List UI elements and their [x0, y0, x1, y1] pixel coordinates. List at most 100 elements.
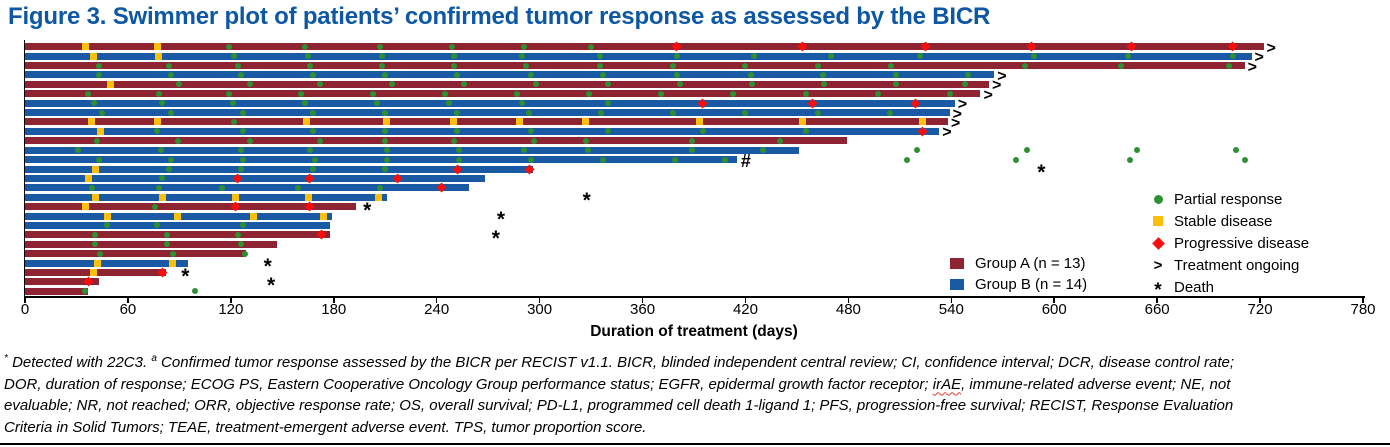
x-axis-tick [1053, 297, 1055, 303]
partial-response-marker [749, 81, 756, 88]
irae-misspell-underline: irAE [932, 375, 962, 393]
death-marker: * [267, 273, 276, 297]
x-axis-tick-label: 540 [938, 301, 964, 318]
footnote-sup-a: a [151, 353, 157, 364]
x-axis-tick-label: 120 [218, 301, 244, 318]
bottom-divider [0, 443, 1390, 445]
partial-response-marker [802, 90, 809, 97]
patient-bar [25, 156, 737, 164]
x-axis-tick [950, 297, 953, 303]
death-marker: * [263, 255, 272, 279]
partial-response-marker [672, 156, 679, 163]
partial-response-marker [526, 109, 533, 116]
x-axis-tick-label: 360 [630, 301, 656, 318]
patient-bar [25, 80, 990, 88]
patient-bar [25, 52, 1252, 60]
stable-disease-marker [918, 118, 926, 126]
partial-response-marker [317, 81, 324, 88]
stable-disease-marker [232, 193, 240, 201]
x-axis-tick [1156, 297, 1158, 303]
partial-response-marker [605, 81, 612, 88]
partial-response-marker [531, 137, 538, 144]
patient-bar [25, 137, 847, 145]
death-marker: * [491, 226, 500, 250]
x-axis-tick [24, 297, 26, 303]
patient-bar [25, 221, 331, 229]
partial-response-marker [383, 147, 390, 154]
treatment-ongoing-marker: > [942, 124, 952, 142]
partial-response-marker [600, 156, 607, 163]
partial-response-marker [821, 81, 828, 88]
stable-disease-marker [695, 118, 703, 126]
partial-response-marker [450, 62, 457, 69]
partial-response-marker [99, 109, 106, 116]
partial-response-marker [310, 109, 317, 116]
stable-disease-marker [174, 212, 182, 220]
death-marker: * [582, 189, 591, 213]
partial-response-marker [450, 137, 457, 144]
partial-response-marker [874, 90, 881, 97]
patient-bar [25, 165, 533, 173]
patient-bar [25, 259, 188, 267]
treatment-ongoing-marker: > [983, 86, 993, 104]
patient-bar [25, 43, 1264, 51]
stable-disease-marker [249, 212, 257, 220]
group-legend-item-a: Group A (n = 13) [948, 253, 1087, 274]
treatment-ongoing-marker: > [1247, 58, 1257, 76]
partial-response-marker [92, 231, 99, 238]
stable-disease-marker [582, 118, 590, 126]
patient-bar [25, 127, 940, 135]
x-axis-tick-label: 660 [1144, 301, 1170, 318]
marker-legend: Partial response Stable disease Progressiv… [1146, 188, 1309, 301]
patient-bar [25, 278, 99, 286]
patient-bar [25, 193, 387, 201]
stable-disease-marker [153, 43, 161, 51]
partial-response-marker [962, 81, 969, 88]
stable-disease-marker [84, 174, 92, 182]
partial-response-marker [1226, 62, 1233, 69]
death-marker: * [363, 198, 372, 222]
partial-response-marker [759, 147, 766, 154]
partial-response-marker [310, 71, 317, 78]
stable-disease-marker [158, 193, 166, 201]
partial-response-marker [917, 53, 924, 60]
x-axis-title: Duration of treatment (days) [590, 323, 798, 340]
partial-response-marker [819, 71, 826, 78]
partial-response-marker [814, 62, 821, 69]
death-marker: * [181, 264, 190, 288]
footnote-line-2: DOR, duration of response; ECOG PS, East… [4, 375, 1231, 393]
partial-response-marker [449, 43, 456, 50]
treatment-ongoing-marker: > [1266, 39, 1276, 57]
patient-bar [25, 250, 247, 258]
partial-response-marker [94, 137, 101, 144]
partial-response-marker [519, 100, 526, 107]
x-axis-tick-label: 240 [424, 301, 450, 318]
legend-label: Treatment ongoing [1174, 256, 1300, 274]
partial-response-marker [166, 166, 173, 173]
group-legend-item-b: Group B (n = 14) [948, 274, 1087, 295]
partial-response-marker [298, 90, 305, 97]
partial-response-marker [522, 62, 529, 69]
legend-item-death: * Death [1146, 276, 1309, 301]
partial-response-marker [828, 53, 835, 60]
stable-disease-marker [91, 193, 99, 201]
partial-response-marker [893, 81, 900, 88]
stable-disease-marker [96, 127, 104, 135]
stable-disease-marker [155, 52, 163, 60]
partial-response-marker [378, 62, 385, 69]
x-axis-tick [1259, 297, 1261, 303]
partial-response-marker [730, 90, 737, 97]
stable-disease-marker [103, 212, 111, 220]
x-axis-tick [641, 297, 644, 303]
patient-bar [25, 99, 955, 107]
partial-response-marker [1022, 62, 1029, 69]
stable-disease-marker [798, 118, 806, 126]
partial-response-marker [461, 81, 468, 88]
partial-response-marker [167, 156, 174, 163]
treatment-ongoing-marker: > [950, 114, 961, 132]
partial-response-marker [157, 147, 164, 154]
patient-bar [25, 118, 948, 126]
partial-response-marker [238, 241, 245, 248]
partial-response-marker [97, 250, 104, 257]
partial-response-marker [802, 128, 809, 135]
